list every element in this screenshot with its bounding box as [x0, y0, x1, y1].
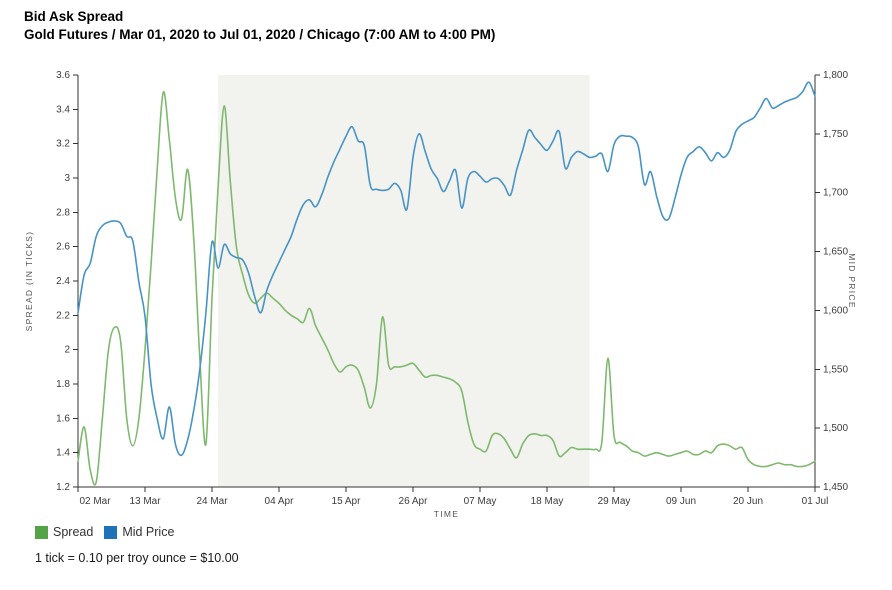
left-axis-tick-label: 2.2 [56, 310, 70, 321]
left-axis-tick-label: 2.4 [56, 276, 70, 287]
right-axis-tick-label: 1,450 [823, 482, 848, 493]
x-axis-tick-label: 26 Apr [399, 496, 429, 507]
x-axis-tick-label: 02 Mar [79, 496, 111, 507]
left-axis-tick-label: 2.6 [56, 242, 70, 253]
left-axis-title: SPREAD (IN TICKS) [24, 231, 34, 332]
legend-label-mid-price: Mid Price [122, 525, 175, 539]
left-axis-tick-label: 3 [64, 173, 70, 184]
x-axis-tick-label: 24 Mar [196, 496, 228, 507]
right-axis-tick-label: 1,650 [823, 247, 848, 258]
left-axis-tick-label: 1.8 [56, 379, 70, 390]
right-axis-tick-label: 1,750 [823, 129, 848, 140]
x-axis-tick-label: 09 Jun [666, 496, 696, 507]
left-axis-tick-label: 1.6 [56, 413, 70, 424]
x-axis-tick-label: 13 Mar [129, 496, 161, 507]
mid-price-swatch-icon [104, 525, 118, 539]
left-axis-tick-label: 3.6 [56, 70, 70, 81]
page-subtitle: Gold Futures / Mar 01, 2020 to Jul 01, 2… [24, 27, 496, 42]
x-axis-tick-label: 15 Apr [332, 496, 362, 507]
legend-item-spread[interactable]: Spread [35, 525, 93, 539]
x-axis-tick-label: 01 Jul [802, 496, 829, 507]
right-axis-tick-label: 1,800 [823, 70, 848, 81]
x-axis-tick-label: 18 May [531, 496, 564, 507]
x-axis-tick-label: 07 May [464, 496, 497, 507]
page-title: Bid Ask Spread [24, 9, 124, 24]
spread-swatch-icon [35, 525, 48, 539]
x-axis-title: TIME [434, 509, 460, 519]
series-line-mid-price [77, 81, 816, 457]
legend-item-mid-price[interactable]: Mid Price [104, 525, 174, 539]
right-axis-tick-label: 1,600 [823, 305, 848, 316]
left-axis-tick-label: 3.4 [56, 104, 70, 115]
right-axis-tick-label: 1,700 [823, 188, 848, 199]
left-axis-tick-label: 2.8 [56, 207, 70, 218]
left-axis-tick-label: 3.2 [56, 139, 70, 150]
left-axis-tick-label: 2 [64, 345, 70, 356]
series-line-spread [77, 91, 816, 486]
right-axis-title: MID PRICE [847, 253, 857, 309]
chart-header: Bid Ask Spread Gold Futures / Mar 01, 20… [24, 8, 495, 44]
right-axis-tick-label: 1,500 [823, 423, 848, 434]
legend-label-spread: Spread [53, 525, 94, 539]
chart-legend: Spread Mid Price [35, 525, 174, 539]
left-axis-tick-label: 1.2 [56, 482, 70, 493]
x-axis-tick-label: 04 Apr [265, 496, 295, 507]
x-axis-tick-label: 20 Jun [733, 496, 763, 507]
highlight-band [218, 75, 590, 487]
x-axis-tick-label: 29 May [598, 496, 631, 507]
tick-value-note: 1 tick = 0.10 per troy ounce = $10.00 [35, 551, 239, 565]
right-axis-tick-label: 1,550 [823, 364, 848, 375]
left-axis-tick-label: 1.4 [56, 448, 70, 459]
